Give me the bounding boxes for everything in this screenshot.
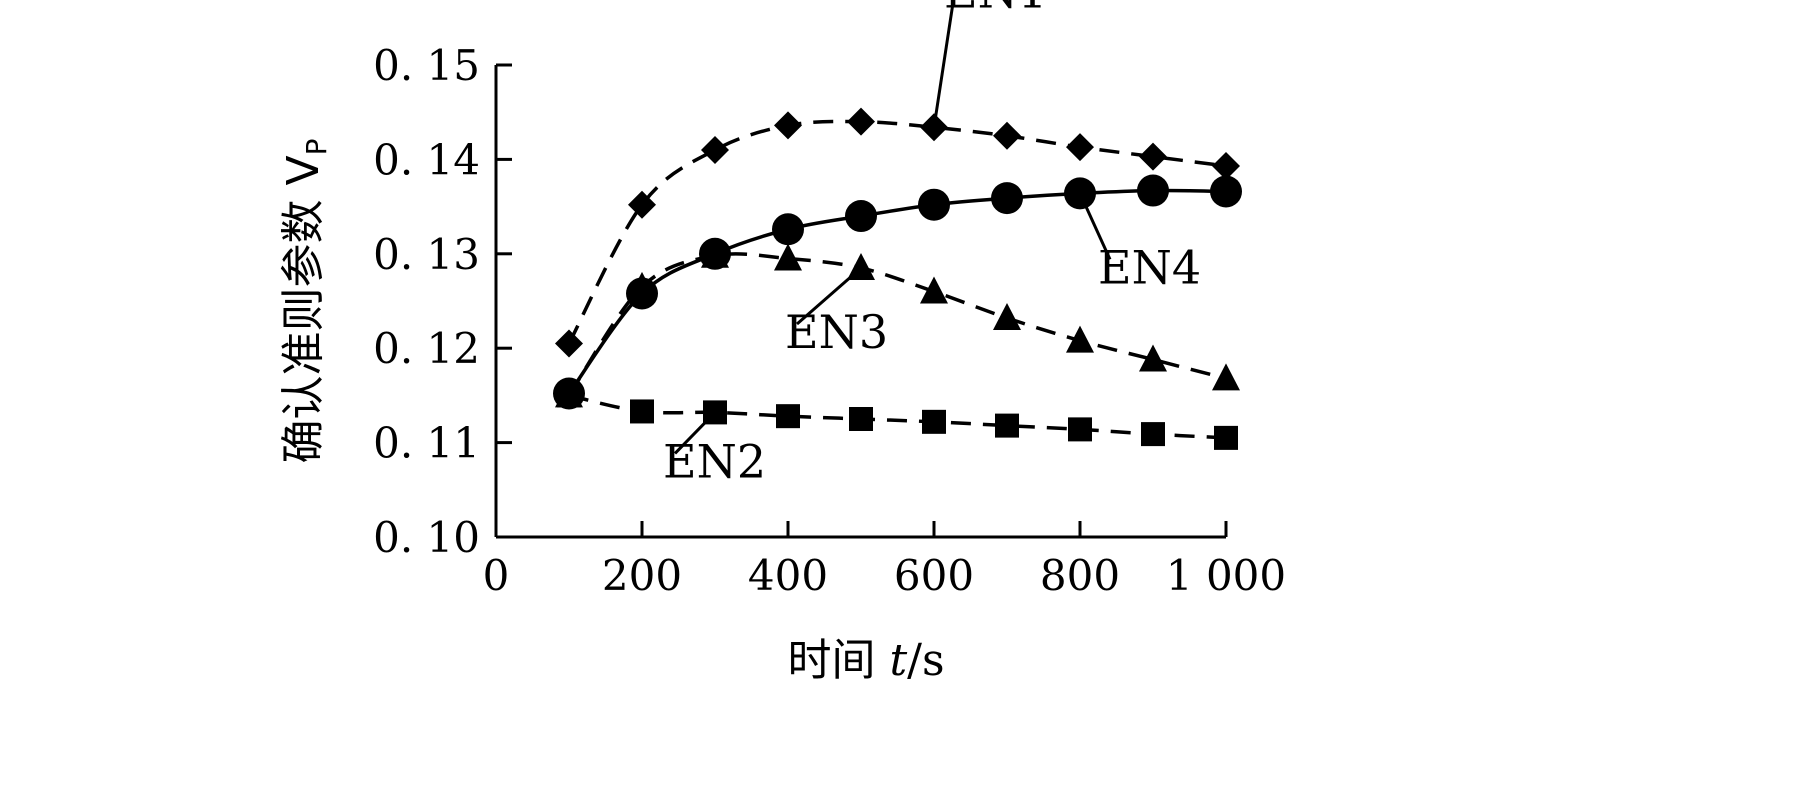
en4-point-2	[626, 277, 658, 310]
x-tick-label-3: 600	[894, 551, 974, 600]
en4-point-6	[918, 188, 950, 221]
x-axis-title-prefix: 时间	[787, 635, 889, 686]
en1-point-9	[1139, 142, 1167, 171]
y-tick-label-4: 0. 14	[373, 135, 480, 184]
en3-line	[567, 252, 1227, 397]
en4-annotation-label: EN4	[1098, 240, 1201, 294]
en2-point-2	[630, 399, 654, 424]
en1-line	[567, 119, 1227, 345]
en2-point-5	[849, 407, 873, 431]
x-axis-title: 时间 t/s	[787, 635, 944, 686]
en1-annotation-label: EN1	[944, 0, 1047, 18]
en2-point-10	[1214, 425, 1238, 450]
x-tick-label-2: 400	[748, 551, 828, 600]
en2-point-9	[1141, 422, 1165, 447]
en4-point-4	[772, 213, 804, 246]
annotations: EN1 EN2 EN3 EN4	[663, 0, 1201, 488]
en1-annotation-line	[932, 0, 955, 128]
x-tick-label-1: 200	[602, 551, 682, 600]
y-tick-label-1: 0. 11	[373, 419, 480, 468]
en4-point-1	[553, 377, 585, 410]
en1-point-4	[774, 111, 802, 140]
y-tick-label-3: 0. 13	[373, 230, 480, 279]
en2-annotation-label: EN2	[663, 434, 766, 488]
en1-point-1	[555, 329, 583, 358]
en4-annotation-line	[1078, 192, 1112, 261]
x-axis-title-variable: t	[889, 635, 907, 686]
en1-point-3	[701, 135, 729, 164]
y-axis-title-main: 确认准则参数 V	[278, 155, 329, 463]
en2-point-7	[995, 413, 1019, 438]
series-markers	[553, 107, 1242, 450]
series-lines	[567, 119, 1227, 440]
y-tick-label-0: 0. 10	[373, 513, 480, 562]
y-tick-label-2: 0. 12	[373, 324, 480, 373]
en1-point-10	[1212, 152, 1240, 181]
en1-point-5	[847, 107, 875, 136]
en2-point-6	[922, 409, 946, 434]
en2-point-8	[1068, 417, 1092, 442]
en1-point-2	[628, 190, 656, 219]
y-axis-title-subscript: P	[300, 139, 333, 156]
y-axis-title: 确认准则参数 VP	[278, 139, 333, 464]
en3-point-4	[774, 243, 802, 271]
x-tick-label-0: 0	[483, 551, 510, 600]
en4-point-5	[845, 200, 877, 233]
y-tick-label-5: 0. 15	[373, 41, 480, 90]
en1-point-8	[1066, 133, 1094, 162]
axes	[494, 65, 1226, 539]
en4-point-9	[1137, 174, 1169, 207]
en2-line	[568, 393, 1227, 440]
en3-annotation-line	[796, 266, 862, 326]
x-axis-title-suffix: /s	[907, 635, 944, 686]
en3-annotation-label: EN3	[785, 305, 888, 359]
x-tick-label-4: 800	[1040, 551, 1120, 600]
en3-point-7	[993, 302, 1021, 330]
en2-point-4	[776, 404, 800, 429]
en4-point-10	[1210, 175, 1242, 208]
en3-point-6	[920, 276, 948, 304]
en3-point-10	[1212, 363, 1240, 391]
tick-marks: 0. 10 0. 11 0. 12 0. 13 0. 14 0. 15 0 200 400 600…	[373, 41, 1286, 600]
en3-point-8	[1066, 325, 1094, 353]
en2-annotation-line	[673, 411, 717, 455]
en4-point-7	[991, 182, 1023, 215]
x-tick-label-5: 1 000	[1166, 551, 1286, 600]
en1-point-7	[993, 121, 1021, 150]
en4-point-3	[699, 237, 731, 270]
en3-point-9	[1139, 344, 1167, 372]
en4-line	[567, 188, 1227, 395]
